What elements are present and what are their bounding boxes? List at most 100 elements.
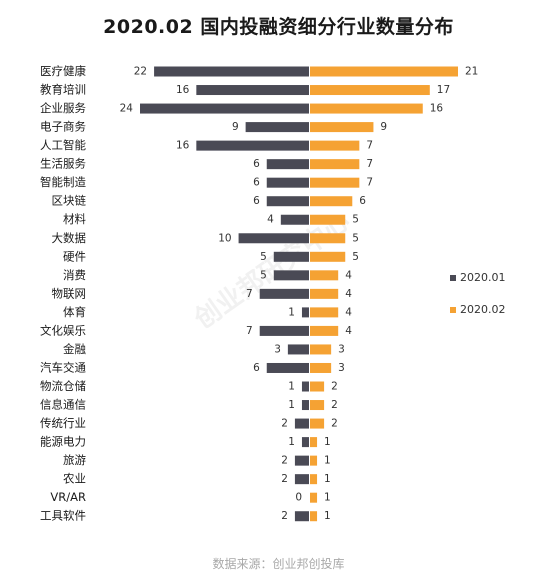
bar-2020-02 — [310, 270, 339, 281]
value-label-2020-02: 16 — [430, 103, 444, 115]
value-label-2020-01: 7 — [246, 325, 253, 337]
bar-2020-02 — [310, 159, 360, 170]
value-label-2020-01: 7 — [246, 288, 253, 300]
value-label-2020-01: 1 — [288, 306, 295, 318]
category-label: 文化娱乐 — [40, 323, 86, 337]
bar-2020-01 — [266, 177, 309, 188]
category-label: 旅游 — [63, 453, 86, 467]
bar-2020-01 — [301, 437, 309, 448]
bar-2020-01 — [280, 214, 309, 225]
value-label-2020-01: 6 — [253, 362, 260, 374]
bar-2020-02 — [310, 103, 423, 114]
value-label-2020-02: 7 — [366, 140, 373, 152]
bar-2020-01 — [301, 381, 309, 392]
value-label-2020-02: 5 — [352, 232, 359, 244]
value-label-2020-02: 3 — [338, 362, 345, 374]
bar-2020-01 — [259, 288, 309, 299]
category-label: VR/AR — [50, 490, 86, 504]
bar-2020-01 — [301, 307, 309, 318]
bar-2020-02 — [310, 85, 430, 96]
category-label: 物联网 — [52, 286, 87, 300]
category-label: 教育培训 — [40, 83, 86, 97]
chart-title: 2020.02 国内投融资细分行业数量分布 — [103, 16, 454, 38]
bar-2020-01 — [245, 122, 309, 133]
category-label: 企业服务 — [40, 101, 86, 115]
value-label-2020-01: 10 — [218, 232, 231, 244]
bar-2020-02 — [310, 418, 325, 429]
value-label-2020-02: 1 — [324, 492, 331, 504]
value-label-2020-02: 3 — [338, 343, 345, 355]
category-label: 体育 — [63, 305, 86, 319]
bar-2020-02 — [310, 344, 332, 355]
bar-2020-02 — [310, 455, 318, 466]
value-label-2020-02: 4 — [345, 288, 352, 300]
value-label-2020-02: 4 — [345, 306, 352, 318]
value-label-2020-01: 16 — [176, 140, 190, 152]
category-label: 电子商务 — [40, 120, 86, 134]
bar-2020-01 — [287, 344, 309, 355]
value-label-2020-02: 2 — [331, 399, 338, 411]
bar-2020-02 — [310, 140, 360, 151]
bar-2020-01 — [196, 85, 309, 96]
legend-label-2020-01: 2020.01 — [460, 271, 506, 284]
bar-2020-02 — [310, 325, 339, 336]
value-label-2020-02: 21 — [465, 66, 478, 78]
category-label: 区块链 — [52, 194, 87, 208]
category-label: 智能制造 — [40, 175, 86, 189]
value-label-2020-01: 1 — [288, 399, 295, 411]
value-label-2020-01: 16 — [176, 84, 190, 96]
bar-2020-02 — [310, 381, 325, 392]
bar-2020-02 — [310, 492, 318, 503]
value-label-2020-01: 22 — [134, 66, 147, 78]
bar-2020-01 — [266, 196, 309, 207]
bar-2020-01 — [294, 418, 309, 429]
bar-2020-01 — [259, 325, 309, 336]
value-label-2020-01: 5 — [260, 269, 267, 281]
value-label-2020-01: 24 — [120, 103, 134, 115]
value-label-2020-02: 9 — [380, 121, 387, 133]
category-label: 传统行业 — [40, 416, 86, 430]
value-label-2020-01: 1 — [288, 436, 295, 448]
bar-2020-01 — [154, 66, 309, 77]
bar-2020-02 — [310, 307, 339, 318]
legend-swatch-2020-02 — [450, 307, 456, 313]
value-label-2020-01: 0 — [295, 492, 302, 504]
bar-2020-02 — [310, 177, 360, 188]
bar-2020-01 — [273, 270, 309, 281]
bar-2020-02 — [310, 251, 346, 262]
bar-2020-01 — [238, 233, 309, 244]
category-label: 医疗健康 — [40, 64, 86, 78]
bar-2020-02 — [310, 474, 318, 485]
bar-2020-01 — [294, 511, 309, 522]
bar-2020-01 — [294, 455, 309, 466]
category-label: 信息通信 — [40, 398, 86, 412]
category-label: 工具软件 — [40, 509, 86, 523]
bar-2020-02 — [310, 400, 325, 411]
value-label-2020-02: 4 — [345, 269, 352, 281]
value-label-2020-02: 1 — [324, 473, 331, 485]
value-label-2020-01: 2 — [281, 473, 288, 485]
bar-2020-02 — [310, 288, 339, 299]
bar-2020-01 — [140, 103, 309, 114]
category-label: 农业 — [63, 472, 86, 486]
bar-2020-01 — [266, 159, 309, 170]
value-label-2020-01: 6 — [253, 195, 260, 207]
value-label-2020-01: 5 — [260, 251, 267, 263]
bar-2020-01 — [196, 140, 309, 151]
category-label: 物流仓储 — [40, 379, 86, 393]
value-label-2020-01: 2 — [281, 510, 288, 522]
bar-2020-01 — [301, 400, 309, 411]
value-label-2020-02: 7 — [366, 177, 373, 189]
value-label-2020-02: 2 — [331, 381, 338, 393]
value-label-2020-02: 5 — [352, 251, 359, 263]
bar-2020-02 — [310, 66, 458, 77]
value-label-2020-02: 17 — [437, 84, 450, 96]
data-source: 数据来源：创业邦创投库 — [212, 557, 345, 571]
bar-2020-02 — [310, 122, 374, 133]
value-label-2020-02: 6 — [359, 195, 366, 207]
value-label-2020-02: 5 — [352, 214, 359, 226]
category-label: 硬件 — [63, 249, 86, 263]
value-label-2020-02: 2 — [331, 418, 338, 430]
value-label-2020-01: 4 — [267, 214, 274, 226]
